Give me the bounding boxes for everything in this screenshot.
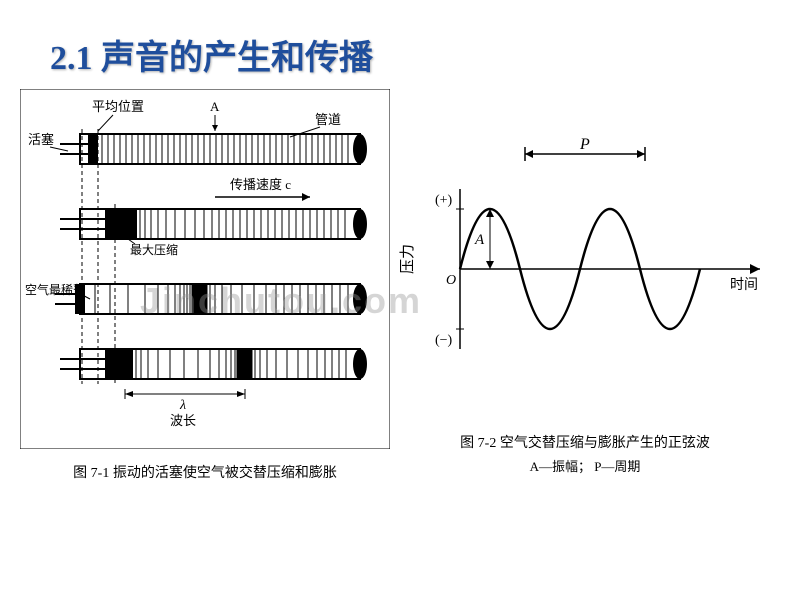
label-A: A (474, 232, 485, 248)
label-pipe: 管道 (315, 112, 341, 127)
label-origin: O (446, 273, 456, 288)
figure-7-2: P (+) (−) O 压力 时间 A 图 7-2 空气交替压缩与膨胀产生的正弦… (390, 89, 780, 482)
watermark: Jinchutou.com (140, 280, 422, 322)
x-axis-label: 时间 (730, 277, 758, 293)
piston-diagram: 平均位置 A 管道 活塞 传播速度 c 最大压缩 空气最稀薄 λ 波长 (20, 89, 390, 449)
label-wavelength: 波长 (170, 413, 196, 428)
figure-7-1-caption: 图 7-1 振动的活塞使空气被交替压缩和膨胀 (20, 462, 390, 482)
label-lambda: λ (179, 398, 186, 413)
label-avg-pos: 平均位置 (92, 99, 144, 114)
label-A: A (210, 99, 220, 114)
label-P: P (579, 136, 590, 153)
y-axis-label: 压力 (399, 244, 416, 274)
page-title: 2.1 声音的产生和传播 (0, 0, 800, 89)
sine-wave-chart: P (+) (−) O 压力 时间 A (390, 119, 780, 419)
figure-7-2-subcaption: A—振幅； P—周期 (390, 456, 780, 475)
label-speed: 传播速度 c (230, 177, 291, 192)
label-piston: 活塞 (28, 132, 54, 147)
label-plus: (+) (435, 193, 453, 208)
label-minus: (−) (435, 333, 453, 348)
figure-7-2-caption: 图 7-2 空气交替压缩与膨胀产生的正弦波 (390, 432, 780, 452)
label-max-compress: 最大压缩 (130, 242, 178, 257)
